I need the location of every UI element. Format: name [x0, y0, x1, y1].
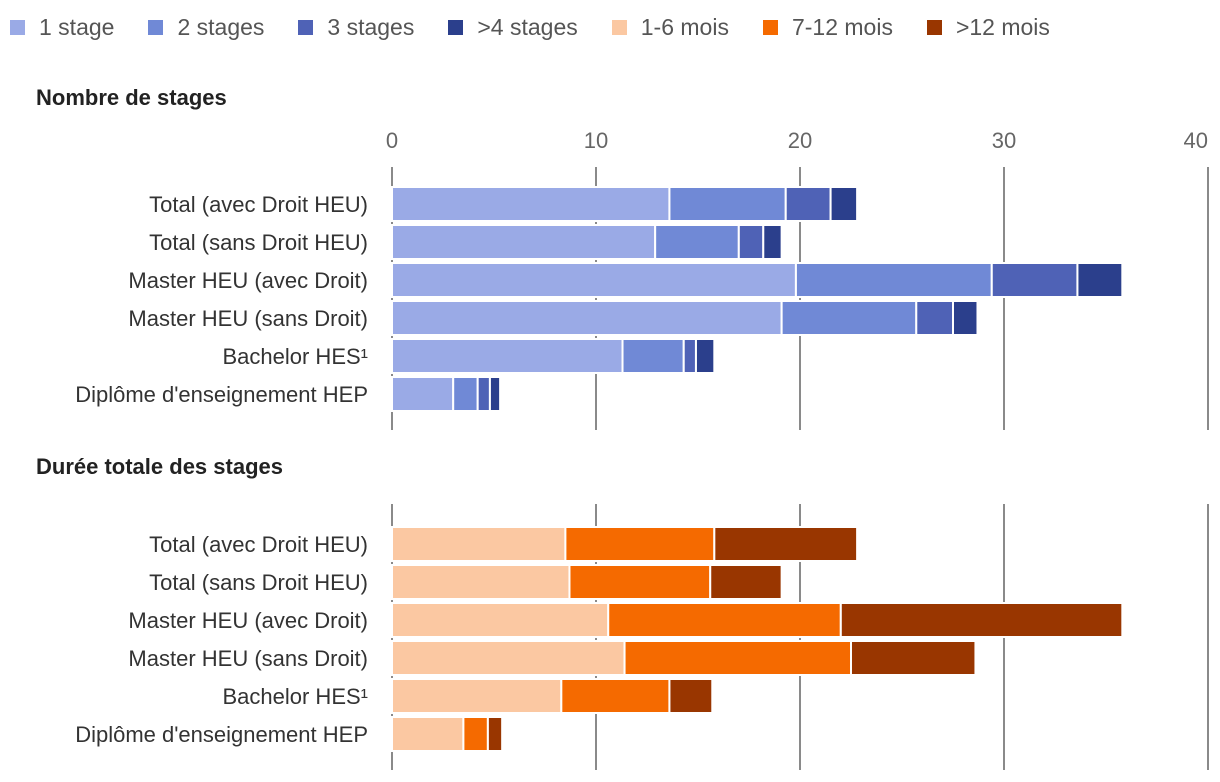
bar-segment[interactable] [784, 186, 832, 222]
bar-segment[interactable] [391, 376, 455, 412]
panel-title-nombre-de-stages: Nombre de stages [36, 85, 227, 110]
category-label: Master HEU (avec Droit) [128, 608, 368, 633]
bar-segment[interactable] [762, 224, 783, 260]
legend-label: 2 stages [177, 13, 265, 40]
bar-segment[interactable] [1076, 262, 1124, 298]
x-tick-label: 20 [788, 128, 812, 153]
bar-segment[interactable] [486, 716, 504, 752]
bar-segment[interactable] [391, 640, 626, 676]
legend-swatch [298, 19, 314, 35]
chart-legend: 1 stage 2 stages 3 stages >4 stages 1-6 … [10, 12, 1084, 42]
bar-segment[interactable] [476, 376, 491, 412]
bar-segment[interactable] [391, 716, 465, 752]
category-label: Master HEU (sans Droit) [128, 646, 368, 671]
category-label: Master HEU (avec Droit) [128, 268, 368, 293]
legend-swatch [762, 19, 778, 35]
legend-label: 1-6 mois [640, 13, 729, 40]
bar-segment[interactable] [682, 338, 697, 374]
bar-segment[interactable] [391, 602, 610, 638]
category-label: Total (sans Droit HEU) [149, 570, 368, 595]
bar-segment[interactable] [668, 678, 714, 714]
chart-panel-nombre: 0 10 20 30 40 Total (avec Droit HEU) Total (sa… [75, 128, 1209, 430]
bar-segment[interactable] [391, 262, 797, 298]
legend-item-12plus-mois[interactable]: >12 mois [926, 13, 1050, 41]
bar-segment[interactable] [391, 338, 624, 374]
bar-segment[interactable] [623, 640, 852, 676]
bar-segment[interactable] [621, 338, 685, 374]
category-label: Total (avec Droit HEU) [149, 532, 368, 557]
bar-segment[interactable] [391, 300, 783, 336]
category-label: Diplôme d'enseignement HEP [75, 382, 368, 407]
bar-segment[interactable] [452, 376, 479, 412]
bar-segment[interactable] [737, 224, 765, 260]
bar-segment[interactable] [391, 526, 567, 562]
legend-swatch [448, 19, 464, 35]
category-label: Master HEU (sans Droit) [128, 306, 368, 331]
legend-label: 7-12 mois [791, 13, 893, 40]
legend-item-2-stages[interactable]: 2 stages [148, 14, 264, 41]
legend-label: >4 stages [477, 13, 578, 40]
bar-segment[interactable] [829, 186, 859, 222]
legend-item-1-stage[interactable]: 1 stage [10, 14, 114, 41]
bar-segment[interactable] [713, 526, 859, 562]
x-tick-label: 0 [386, 128, 398, 153]
legend-item-4plus-stages[interactable]: >4 stages [448, 13, 578, 41]
bar-segment[interactable] [391, 224, 657, 260]
bar-segment[interactable] [839, 602, 1124, 638]
bar-segment[interactable] [850, 640, 977, 676]
x-tick-label: 30 [992, 128, 1016, 153]
category-label: Diplôme d'enseignement HEP [75, 722, 368, 747]
legend-swatch [148, 19, 164, 35]
bar-segment[interactable] [560, 678, 671, 714]
bar-segment[interactable] [488, 376, 502, 412]
legend-label: >12 mois [955, 13, 1050, 40]
bar-segment[interactable] [780, 300, 918, 336]
category-label: Bachelor HES¹ [222, 344, 368, 369]
bar-segment[interactable] [654, 224, 740, 260]
panel-title-duree-totale: Durée totale des stages [36, 454, 283, 479]
legend-item-3-stages[interactable]: 3 stages [298, 14, 414, 41]
legend-item-7-12-mois[interactable]: 7-12 mois [762, 13, 893, 41]
bar-segment[interactable] [709, 564, 783, 600]
category-label: Total (sans Droit HEU) [149, 230, 368, 255]
category-label: Bachelor HES¹ [222, 684, 368, 709]
legend-label: 3 stages [327, 13, 415, 40]
bar-segment[interactable] [952, 300, 979, 336]
legend-swatch [611, 19, 627, 35]
bar-segment[interactable] [607, 602, 842, 638]
bar-segment[interactable] [391, 678, 563, 714]
bar-segment[interactable] [794, 262, 993, 298]
legend-item-1-6-mois[interactable]: 1-6 mois [611, 13, 729, 41]
chart-panel-duree: Total (avec Droit HEU) Total (sans Droit … [75, 504, 1209, 770]
bar-segment[interactable] [462, 716, 489, 752]
bar-segment[interactable] [564, 526, 716, 562]
legend-swatch [10, 19, 25, 35]
legend-label: 1 stage [39, 13, 115, 40]
legend-swatch [926, 19, 942, 35]
bar-segment[interactable] [668, 186, 787, 222]
x-tick-label: 10 [584, 128, 608, 153]
category-label: Total (avec Droit HEU) [149, 192, 368, 217]
bar-segment[interactable] [391, 186, 671, 222]
bar-segment[interactable] [694, 338, 716, 374]
x-tick-label: 40 [1184, 128, 1208, 153]
bar-segment[interactable] [568, 564, 712, 600]
bar-segment[interactable] [391, 564, 571, 600]
bar-segment[interactable] [990, 262, 1079, 298]
bar-segment[interactable] [915, 300, 955, 336]
